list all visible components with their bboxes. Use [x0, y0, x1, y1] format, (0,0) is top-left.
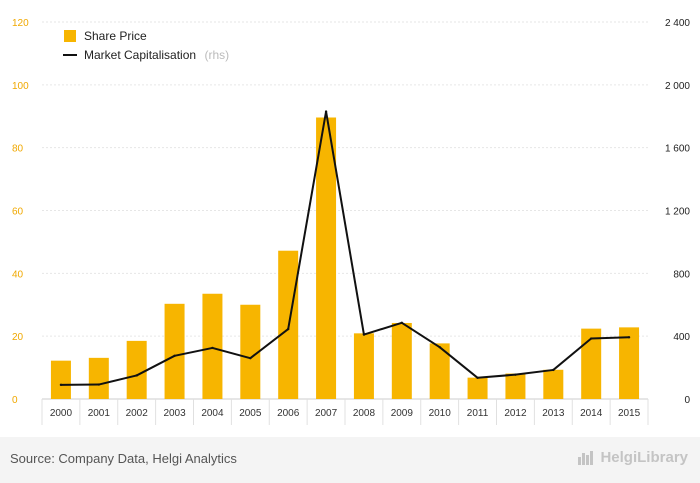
left-tick-label: 0	[12, 395, 18, 406]
point-market-cap-2002	[135, 374, 138, 377]
brand-text: HelgiLibrary	[600, 449, 688, 466]
right-tick-label: 0	[684, 395, 690, 406]
bar-share-price-2014	[581, 328, 602, 399]
market-cap-line	[59, 110, 631, 387]
point-market-cap-2009	[400, 321, 404, 325]
combo-chart: 0 20 40 60 80 100 120 0 400 800 1 200 1 600 2 000 2 …	[12, 18, 690, 425]
legend-market-cap-note: (rhs)	[205, 48, 230, 62]
bar-share-price-2009	[391, 322, 412, 399]
x-tick-label: 2005	[239, 408, 262, 419]
point-market-cap-2006	[286, 327, 290, 331]
right-tick-label: 800	[673, 269, 690, 280]
line-market-cap	[60, 110, 630, 386]
x-tick-label: 2013	[542, 408, 565, 419]
x-tick-label: 2009	[391, 408, 414, 419]
bar-share-price-2013	[543, 369, 564, 399]
right-tick-label: 400	[673, 332, 690, 343]
left-tick-label: 60	[12, 207, 24, 218]
x-tick-label: 2007	[315, 408, 338, 419]
legend-label-market-cap: Market Capitalisation (rhs)	[84, 46, 229, 63]
legend: Share Price Market Capitalisation (rhs)	[63, 29, 229, 63]
x-tick-label: 2012	[504, 408, 527, 419]
left-tick-label: 100	[12, 81, 29, 92]
point-market-cap-2010	[438, 345, 441, 349]
legend-swatch-share-price	[64, 30, 76, 42]
x-tick-label: 2006	[277, 408, 300, 419]
right-axis: 0 400 800 1 200 1 600 2 000 2 400	[665, 18, 690, 406]
x-tick-label: 2003	[163, 408, 186, 419]
bar-share-price-2002	[126, 340, 147, 399]
point-market-cap-2003	[173, 354, 176, 358]
point-market-cap-2000	[59, 383, 63, 387]
bar-share-price-2001	[88, 357, 109, 399]
right-tick-label: 1 600	[665, 144, 690, 155]
bar-share-price-2007	[316, 117, 337, 400]
x-tick-label: 2008	[353, 408, 376, 419]
share-price-bars	[50, 117, 640, 400]
right-tick-label: 2 000	[665, 81, 690, 92]
x-tick-label: 2000	[50, 408, 73, 419]
point-market-cap-2014	[589, 337, 593, 340]
bar-share-price-2015	[619, 327, 640, 399]
footer: Source: Company Data, Helgi Analytics He…	[0, 437, 700, 483]
left-tick-label: 20	[12, 332, 24, 343]
point-market-cap-2001	[97, 383, 101, 386]
left-tick-label: 120	[12, 18, 29, 29]
legend-label-share-price: Share Price	[84, 29, 147, 43]
x-axis: 2000 2001 2002 2003 2004 2005 2006 2007 2008 2009…	[41, 399, 649, 425]
point-market-cap-2005	[249, 356, 252, 360]
x-tick-label: 2011	[467, 408, 489, 419]
point-market-cap-2008	[362, 333, 366, 336]
brand-logo: HelgiLibrary	[578, 449, 688, 466]
bar-share-price-2004	[202, 293, 223, 399]
bar-share-price-2010	[429, 343, 450, 399]
bar-share-price-2005	[240, 304, 261, 399]
left-tick-label: 40	[12, 269, 24, 280]
source-text: Source: Company Data, Helgi Analytics	[10, 451, 237, 466]
x-tick-label: 2015	[618, 408, 641, 419]
bar-share-price-2003	[164, 303, 185, 399]
bar-share-price-2000	[50, 360, 71, 399]
legend-market-cap-name: Market Capitalisation	[84, 48, 196, 62]
left-tick-label: 80	[12, 144, 24, 155]
x-tick-label: 2014	[580, 408, 603, 419]
right-tick-label: 1 200	[665, 207, 690, 218]
library-icon	[578, 450, 596, 465]
x-tick-label: 2010	[429, 408, 452, 419]
bar-share-price-2012	[505, 373, 526, 399]
point-market-cap-2011	[476, 376, 479, 379]
point-market-cap-2004	[211, 346, 214, 350]
point-market-cap-2007	[324, 110, 328, 113]
x-tick-label: 2002	[126, 408, 149, 419]
x-tick-label: 2004	[201, 408, 224, 419]
bar-share-price-2008	[353, 333, 374, 399]
point-market-cap-2012	[514, 373, 517, 376]
point-market-cap-2013	[552, 368, 555, 372]
right-tick-label: 2 400	[665, 18, 690, 29]
left-axis: 0 20 40 60 80 100 120	[12, 18, 29, 406]
bar-share-price-2011	[467, 377, 488, 399]
x-tick-label: 2001	[88, 408, 111, 419]
point-market-cap-2015	[627, 336, 631, 339]
